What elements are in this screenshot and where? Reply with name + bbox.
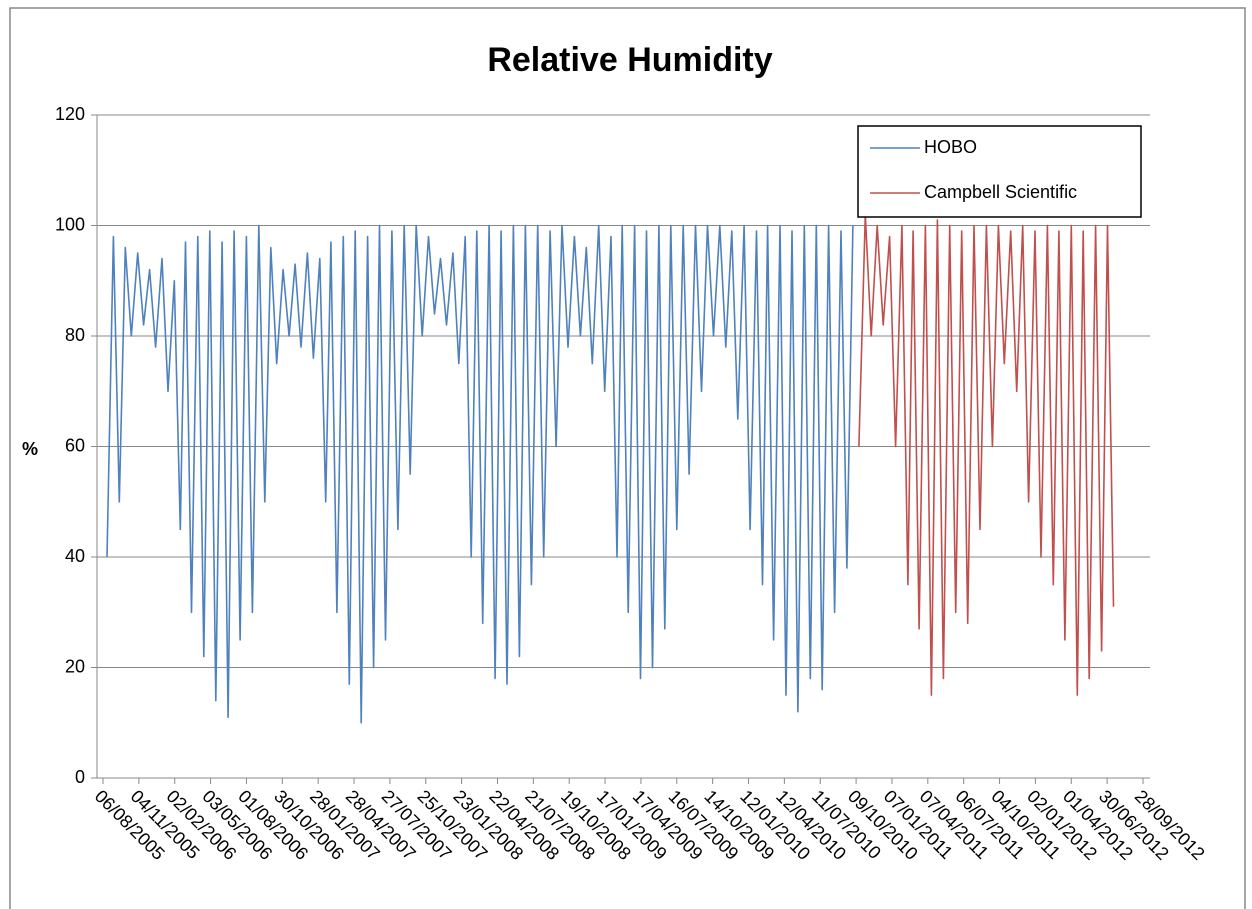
y-axis-label: % <box>22 439 38 459</box>
y-tick-label: 100 <box>55 214 85 234</box>
legend-box <box>857 125 1142 218</box>
y-tick-label: 40 <box>65 546 85 566</box>
chart-title: Relative Humidity <box>487 41 772 79</box>
legend-label: HOBO <box>924 137 977 157</box>
y-tick-label: 20 <box>65 656 85 676</box>
data-line <box>858 213 1115 696</box>
y-tick-label: 80 <box>65 325 85 345</box>
y-tick-label: 60 <box>65 435 85 455</box>
y-tick-label: 0 <box>75 767 85 787</box>
legend-label: Campbell Scientific <box>924 182 1077 202</box>
y-tick-label: 120 <box>55 104 85 124</box>
data-line <box>106 224 854 724</box>
